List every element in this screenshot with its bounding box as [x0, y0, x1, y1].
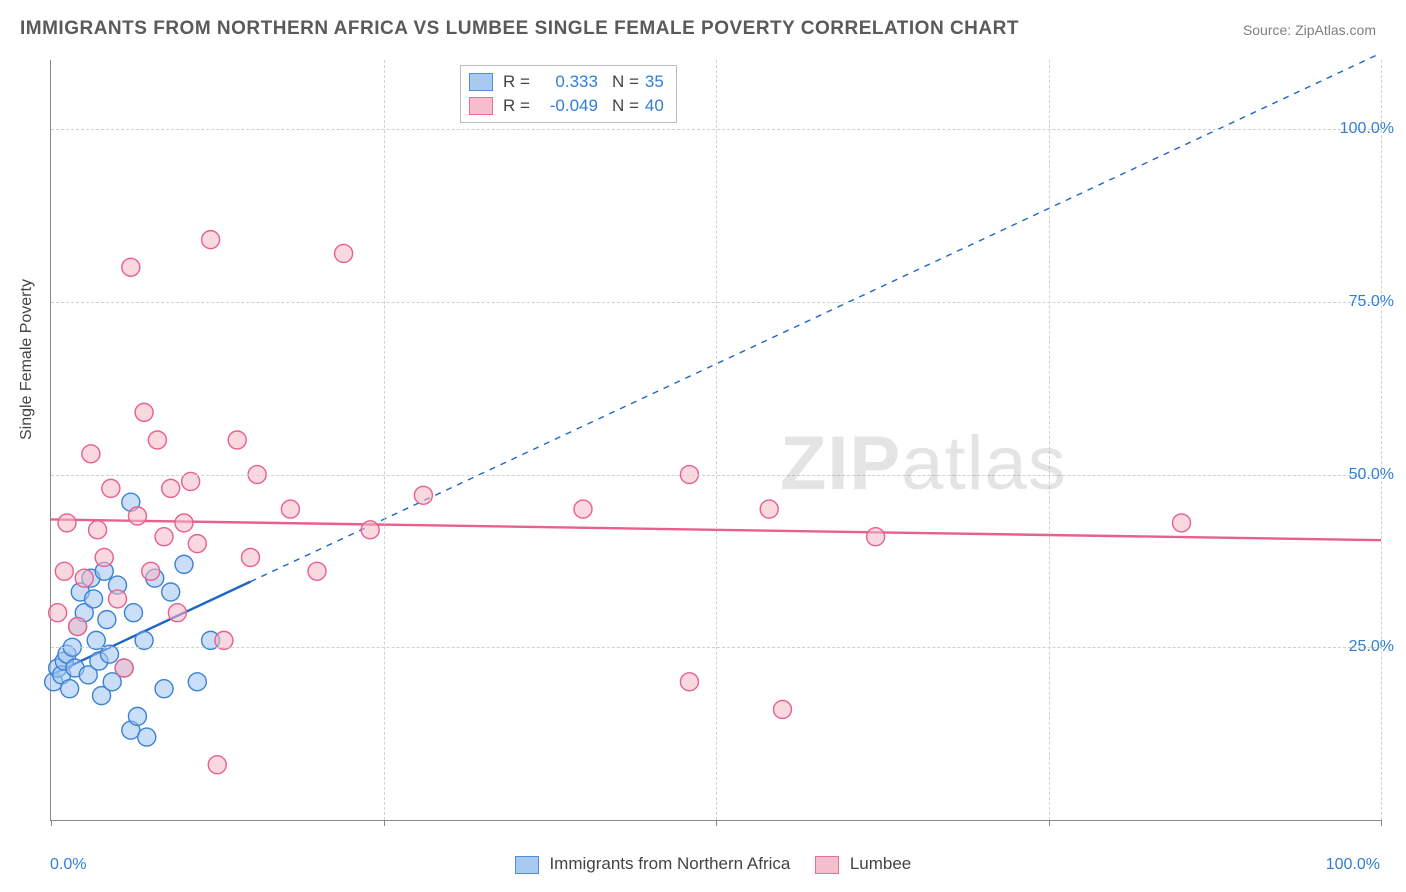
x-axis-tick	[1381, 820, 1382, 826]
legend-n-value-series1: 35	[645, 72, 664, 92]
x-axis-tick	[384, 820, 385, 826]
correlation-legend: R = 0.333 N = 35 R = -0.049 N = 40	[460, 65, 677, 123]
data-point	[49, 604, 67, 622]
data-point	[281, 500, 299, 518]
data-point	[774, 700, 792, 718]
source-credit: Source: ZipAtlas.com	[1243, 22, 1376, 38]
data-point	[95, 548, 113, 566]
grid-line-v	[716, 60, 717, 820]
legend-r-value-series1: 0.333	[534, 72, 598, 92]
data-point	[89, 521, 107, 539]
y-tick-label: 100.0%	[1340, 120, 1394, 138]
data-point	[168, 604, 186, 622]
data-point	[242, 548, 260, 566]
data-point	[128, 707, 146, 725]
legend-swatch-series1	[469, 73, 493, 91]
data-point	[58, 514, 76, 532]
x-axis-tick	[51, 820, 52, 826]
y-tick-label: 25.0%	[1349, 638, 1394, 656]
data-point	[85, 590, 103, 608]
grid-line-v	[384, 60, 385, 820]
data-point	[142, 562, 160, 580]
y-tick-label: 75.0%	[1349, 293, 1394, 311]
legend-n-value-series2: 40	[645, 96, 664, 116]
data-point	[98, 611, 116, 629]
x-tick-max: 100.0%	[1326, 856, 1380, 874]
data-point	[162, 583, 180, 601]
data-point	[188, 673, 206, 691]
data-point	[308, 562, 326, 580]
data-point	[109, 590, 127, 608]
bottom-legend: Immigrants from Northern Africa Lumbee	[0, 854, 1406, 874]
legend-row-series2: R = -0.049 N = 40	[469, 94, 664, 118]
legend-n-label: N =	[612, 72, 639, 92]
x-axis-tick	[716, 820, 717, 826]
grid-line-v	[1049, 60, 1050, 820]
data-point	[1173, 514, 1191, 532]
data-point	[102, 479, 120, 497]
legend-swatch-series2	[469, 97, 493, 115]
data-point	[75, 569, 93, 587]
data-point	[155, 680, 173, 698]
data-point	[760, 500, 778, 518]
data-point	[202, 231, 220, 249]
legend-row-series1: R = 0.333 N = 35	[469, 70, 664, 94]
data-point	[680, 673, 698, 691]
data-point	[135, 403, 153, 421]
data-point	[138, 728, 156, 746]
legend-n-label: N =	[612, 96, 639, 116]
x-tick-min: 0.0%	[50, 856, 86, 874]
data-point	[148, 431, 166, 449]
chart-plot-area	[50, 60, 1381, 821]
data-point	[122, 258, 140, 276]
data-point	[55, 562, 73, 580]
data-point	[335, 244, 353, 262]
data-point	[188, 535, 206, 553]
data-point	[175, 555, 193, 573]
legend-r-label: R =	[503, 72, 530, 92]
data-point	[124, 604, 142, 622]
data-point	[208, 756, 226, 774]
data-point	[867, 528, 885, 546]
data-point	[61, 680, 79, 698]
bottom-legend-label-series1: Immigrants from Northern Africa	[549, 854, 790, 873]
bottom-swatch-series1	[515, 856, 539, 874]
data-point	[128, 507, 146, 525]
y-axis-label: Single Female Poverty	[18, 279, 36, 440]
data-point	[361, 521, 379, 539]
data-point	[82, 445, 100, 463]
chart-title: IMMIGRANTS FROM NORTHERN AFRICA VS LUMBE…	[20, 18, 1019, 40]
data-point	[155, 528, 173, 546]
bottom-swatch-series2	[815, 856, 839, 874]
grid-line-v	[1381, 60, 1382, 820]
data-point	[574, 500, 592, 518]
data-point	[175, 514, 193, 532]
bottom-legend-label-series2: Lumbee	[850, 854, 911, 873]
data-point	[69, 618, 87, 636]
x-axis-tick	[1049, 820, 1050, 826]
data-point	[228, 431, 246, 449]
y-tick-label: 50.0%	[1349, 466, 1394, 484]
data-point	[414, 486, 432, 504]
legend-r-value-series2: -0.049	[534, 96, 598, 116]
legend-r-label: R =	[503, 96, 530, 116]
data-point	[162, 479, 180, 497]
data-point	[115, 659, 133, 677]
